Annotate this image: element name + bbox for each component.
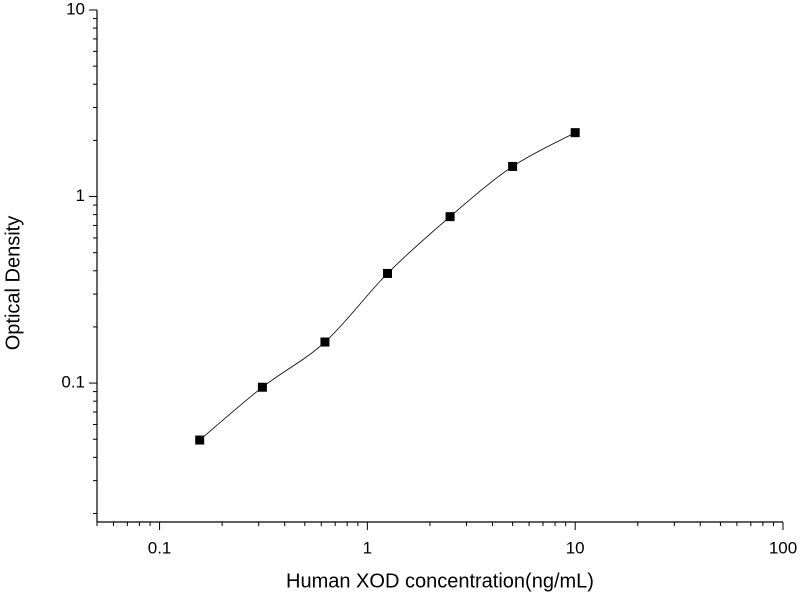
- point: [257, 382, 267, 392]
- fit-curve: [199, 132, 576, 441]
- point: [320, 337, 330, 347]
- point: [445, 212, 455, 222]
- x-tick-label: 10: [566, 538, 585, 557]
- x-tick-label: 0.1: [148, 538, 172, 557]
- point: [570, 128, 580, 138]
- x-tick-label: 100: [769, 538, 797, 557]
- y-axis-title: Optical Density: [2, 216, 24, 351]
- y-tick-label: 0.1: [61, 373, 85, 392]
- point: [195, 435, 205, 445]
- x-tick-label: 1: [363, 538, 372, 557]
- y-tick-label: 10: [66, 0, 85, 18]
- point: [383, 268, 393, 278]
- point: [508, 161, 518, 171]
- y-tick-label: 1: [76, 186, 85, 205]
- x-axis-title: Human XOD concentration(ng/mL): [286, 570, 594, 592]
